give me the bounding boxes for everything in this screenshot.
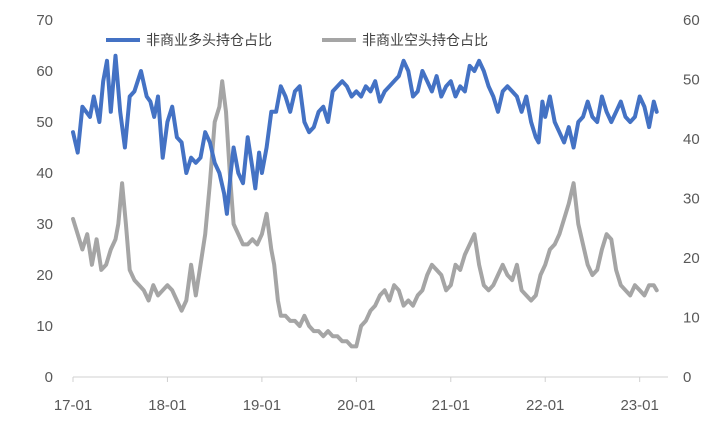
x-tick-label: 21-01 xyxy=(432,397,470,414)
left-tick-label: 70 xyxy=(36,12,53,29)
left-tick-label: 40 xyxy=(36,165,53,182)
left-tick-label: 10 xyxy=(36,318,53,335)
right-tick-label: 30 xyxy=(683,191,700,208)
left-tick-label: 20 xyxy=(36,267,53,284)
long-position-ratio-line xyxy=(71,53,659,216)
right-tick-label: 10 xyxy=(683,310,700,327)
right-tick-label: 60 xyxy=(683,12,700,29)
right-tick-label: 50 xyxy=(683,72,700,89)
x-tick-label: 23-01 xyxy=(620,397,658,414)
left-tick-label: 30 xyxy=(36,216,53,233)
short-position-ratio-line xyxy=(71,79,659,349)
legend: 非商业多头持仓占比 非商业空头持仓占比 xyxy=(106,32,488,49)
left-tick-label: 0 xyxy=(45,369,53,386)
left-tick-label: 50 xyxy=(36,114,53,131)
right-axis-ticks: 0 10 20 30 40 50 60 xyxy=(683,12,700,386)
left-axis-ticks: 0 10 20 30 40 50 60 70 xyxy=(36,12,53,386)
x-tick-label: 20-01 xyxy=(337,397,375,414)
x-tick-label: 17-01 xyxy=(54,397,92,414)
x-tick-label: 18-01 xyxy=(148,397,186,414)
right-tick-label: 40 xyxy=(683,131,700,148)
series-group xyxy=(71,53,659,349)
x-tick-label: 22-01 xyxy=(526,397,564,414)
legend-label-long: 非商业多头持仓占比 xyxy=(146,32,272,49)
right-tick-label: 0 xyxy=(683,369,691,386)
right-tick-label: 20 xyxy=(683,250,700,267)
x-axis-ticks: 17-01 18-01 19-01 20-01 21-01 22-01 23-01 xyxy=(54,377,659,414)
x-tick-label: 19-01 xyxy=(243,397,281,414)
legend-label-short: 非商业空头持仓占比 xyxy=(362,33,488,49)
left-tick-label: 60 xyxy=(36,63,53,80)
